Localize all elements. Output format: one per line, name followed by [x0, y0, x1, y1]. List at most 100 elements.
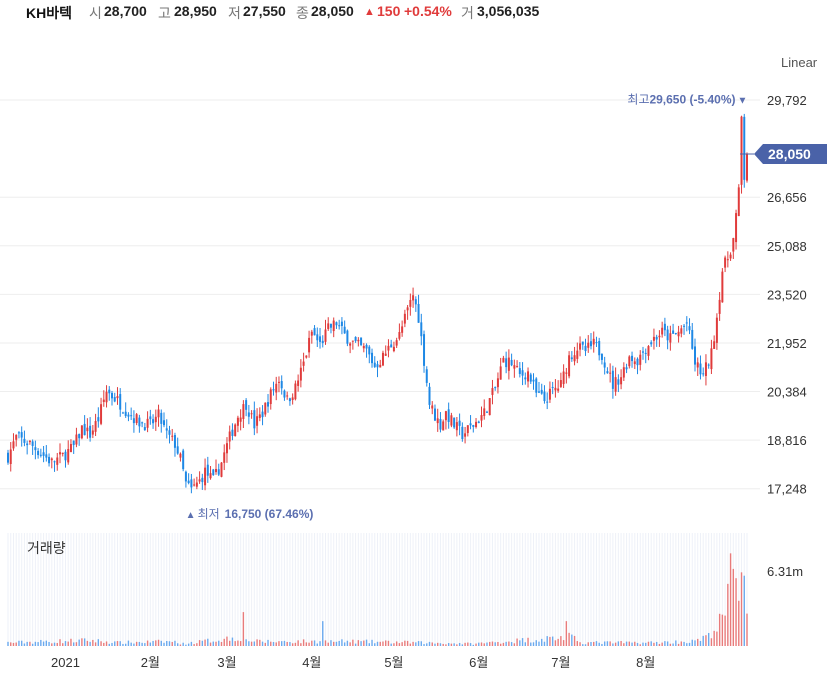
- open-value: 28,700: [104, 3, 147, 19]
- volume-bar: [363, 640, 365, 646]
- volume-bar: [686, 643, 688, 646]
- volume-bar: [281, 641, 283, 646]
- volume-bar: [234, 641, 236, 646]
- change-percent: +0.54%: [404, 3, 452, 19]
- candle-body: [130, 415, 133, 417]
- candle-body: [31, 441, 34, 446]
- volume-bar: [398, 643, 401, 646]
- volume-bar: [579, 642, 581, 646]
- candle-body: [732, 238, 735, 252]
- candle-body: [17, 432, 20, 434]
- candle-body: [568, 355, 571, 377]
- volume-bar: [521, 638, 524, 646]
- candle-body: [606, 371, 609, 374]
- candle-body: [543, 391, 546, 402]
- y-tick-label: 23,520: [767, 287, 807, 302]
- volume-bar: [729, 553, 732, 646]
- candle-body: [409, 299, 412, 307]
- volume-bar: [40, 639, 42, 646]
- volume-bar: [135, 641, 138, 646]
- candle-body: [483, 408, 486, 416]
- volume-bar: [415, 642, 417, 646]
- candle-body: [603, 362, 606, 368]
- candle-body: [83, 423, 86, 436]
- volume-bar: [458, 642, 461, 646]
- high-value: 28,950: [174, 3, 217, 19]
- volume-bar: [508, 641, 510, 646]
- candle-body: [228, 431, 231, 442]
- candle-body: [105, 391, 108, 403]
- candle-body: [316, 334, 319, 341]
- volume-bar: [582, 644, 584, 646]
- volume-bar: [623, 643, 625, 646]
- candle-body: [59, 452, 62, 455]
- candle-body: [505, 358, 508, 368]
- volume-bar: [395, 641, 398, 646]
- volume-bar: [114, 641, 116, 646]
- x-tick-label: 3월: [217, 655, 236, 670]
- volume-bar: [56, 642, 58, 646]
- volume-bar: [697, 638, 699, 646]
- volume-bar: [735, 578, 737, 646]
- candle-body: [329, 323, 332, 328]
- volume-bar: [346, 640, 349, 646]
- candle-body: [53, 461, 56, 463]
- candle-body: [308, 337, 311, 353]
- x-axis-labels: 2021 2월 3월 4월 5월 6월 7월 8월: [51, 655, 655, 670]
- candle-body: [223, 452, 226, 463]
- volume-bar: [546, 636, 548, 646]
- candle-body: [589, 341, 592, 347]
- volume-bar: [10, 642, 12, 646]
- candle-body: [204, 467, 207, 486]
- volume-bar: [176, 643, 179, 646]
- candle-body: [559, 380, 562, 387]
- volume-bar: [669, 643, 672, 646]
- candle-body: [620, 377, 623, 385]
- volume-bar: [75, 642, 78, 646]
- volume-bar: [338, 640, 340, 646]
- candle-body: [23, 438, 26, 443]
- candle-body: [135, 414, 138, 424]
- volume-bar: [18, 640, 20, 646]
- volume-bar: [198, 640, 201, 646]
- volume-bar: [713, 630, 715, 646]
- candle-body: [652, 336, 655, 341]
- x-tick-label: 6월: [469, 655, 488, 670]
- volume-bar: [12, 642, 15, 646]
- volume-bar: [639, 644, 641, 646]
- stock-name: KH바텍: [26, 5, 72, 21]
- volume-bar: [543, 641, 546, 646]
- change-value: 150: [377, 3, 401, 19]
- candle-body: [288, 398, 291, 402]
- candles: [7, 113, 748, 494]
- candle-body: [390, 344, 393, 348]
- volume-bar: [72, 642, 75, 646]
- high-label: 최고: [627, 92, 649, 106]
- volume-bar: [34, 641, 37, 646]
- y-tick-label: 17,248: [767, 482, 807, 497]
- x-tick-label: 5월: [384, 655, 403, 670]
- volume-bar: [634, 641, 636, 646]
- volume-bar: [302, 639, 305, 646]
- candle-body: [28, 440, 31, 443]
- x-tick-label: 8월: [636, 655, 655, 670]
- candle-body: [111, 392, 114, 399]
- volume-bar: [371, 639, 373, 646]
- volume-bar: [374, 643, 376, 646]
- volume-bar: [527, 637, 529, 646]
- volume-bar: [716, 631, 718, 646]
- volume-bar: [541, 638, 543, 646]
- volume-bar: [283, 640, 286, 646]
- candle-body: [310, 331, 313, 336]
- candle-body: [69, 444, 72, 453]
- volume-bar: [401, 642, 403, 646]
- current-price-label: 28,050: [768, 146, 811, 162]
- volume-bar: [710, 638, 713, 646]
- candle-body: [740, 116, 743, 185]
- volume-bar: [560, 636, 562, 646]
- candle-body: [272, 389, 275, 391]
- candle-body: [609, 372, 612, 374]
- volume-label: 거: [461, 5, 474, 21]
- low-value: 16,750 (67.46%): [225, 507, 314, 521]
